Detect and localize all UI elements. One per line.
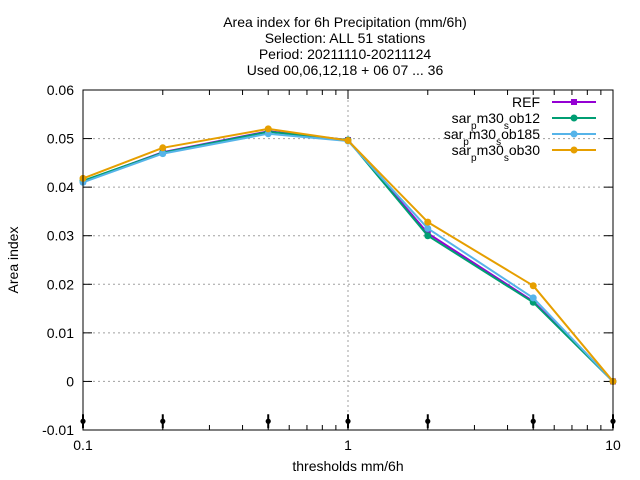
threshold-marker-point [345, 418, 351, 424]
legend-text-part: ob12 [509, 110, 540, 126]
title-line-4: Used 00,06,12,18 + 06 07 ... 36 [247, 62, 444, 78]
title-line-1: Area index for 6h Precipitation (mm/6h) [223, 14, 467, 30]
legend-text-part: sar [452, 142, 472, 158]
legend-label-1: sarpm30sob12 [452, 110, 541, 132]
x-tick-label: 0.1 [73, 437, 93, 453]
legend-label-2: sarpm30sob185 [444, 126, 540, 148]
legend-marker-1 [570, 114, 578, 122]
title-line-3: Period: 20211110-20211124 [259, 46, 432, 62]
series-3-point [159, 144, 167, 152]
y-tick-label: 0.03 [47, 228, 74, 244]
series-1-point [424, 232, 432, 240]
threshold-marker-point [265, 418, 271, 424]
legend-subscript: p [471, 121, 477, 132]
y-tick-label: -0.01 [42, 422, 74, 438]
legend-text-part: REF [512, 94, 540, 110]
legend-subscript: p [463, 137, 469, 148]
series-2-point [424, 224, 432, 232]
x-tick-label: 10 [605, 437, 621, 453]
threshold-marker-point [425, 418, 431, 424]
y-tick-label: 0.06 [47, 82, 74, 98]
series-3-point [344, 137, 352, 145]
threshold-marker-point [530, 418, 536, 424]
legend-subscript: s [504, 153, 509, 164]
legend-marker-0 [571, 99, 577, 105]
legend-text-part: m30 [477, 142, 504, 158]
legend-text-part: m30 [477, 110, 504, 126]
series-2-point [159, 150, 167, 158]
series-3-point [529, 282, 537, 290]
y-tick-label: 0 [66, 373, 74, 389]
legend-subscript: s [504, 121, 509, 132]
y-tick-label: 0.05 [47, 131, 74, 147]
legend-text-part: ob30 [509, 142, 540, 158]
legend-text-part: sar [444, 126, 464, 142]
series-2-point [264, 130, 272, 138]
y-tick-label: 0.04 [47, 179, 74, 195]
plot-frame [82, 89, 614, 431]
legend-marker-2 [570, 130, 578, 138]
legend-subscript: p [471, 153, 477, 164]
title-line-2: Selection: ALL 51 stations [265, 30, 426, 46]
legend-label-3: sarpm30sob30 [452, 142, 541, 164]
y-axis-ticks: -0.01 0 0.01 0.02 0.03 0.04 0.05 0.06 [42, 82, 613, 438]
legend-label-0: REF [512, 94, 540, 110]
y-tick-label: 0.02 [47, 276, 74, 292]
threshold-marker-point [160, 418, 166, 424]
series-3-point [424, 218, 432, 226]
x-axis-label: thresholds mm/6h [292, 458, 403, 474]
x-tick-label: 1 [344, 437, 352, 453]
legend-text-part: ob185 [501, 126, 540, 142]
legend-subscript: s [496, 137, 501, 148]
y-axis-label: Area index [5, 227, 21, 294]
y-tick-label: 0.01 [47, 325, 74, 341]
series-3-point [264, 125, 272, 133]
chart-title: Area index for 6h Precipitation (mm/6h) … [223, 14, 467, 78]
legend-text-part: m30 [469, 126, 496, 142]
series-2-point [529, 294, 537, 302]
legend-marker-3 [570, 146, 578, 154]
legend-text-part: sar [452, 110, 472, 126]
